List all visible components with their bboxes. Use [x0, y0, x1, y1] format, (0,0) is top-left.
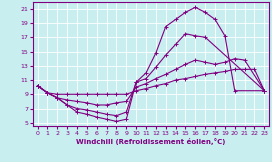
X-axis label: Windchill (Refroidissement éolien,°C): Windchill (Refroidissement éolien,°C) — [76, 138, 226, 145]
